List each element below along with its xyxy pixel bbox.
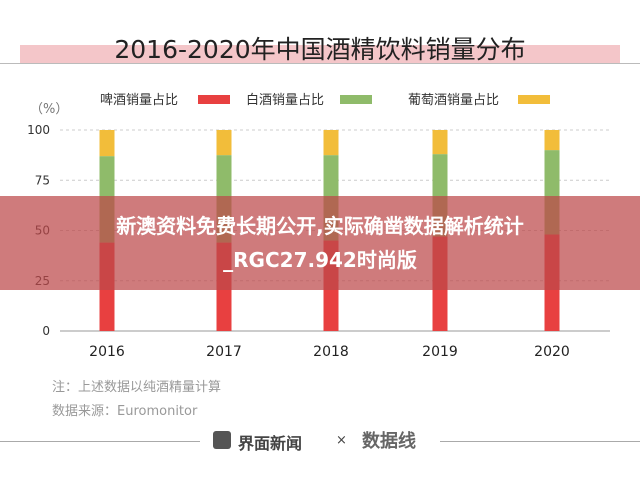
bar-segment <box>216 130 232 156</box>
chart-note: 注：上述数据以纯酒精量计算 <box>52 380 222 395</box>
jiemian-logo-icon <box>213 431 231 449</box>
legend-label: 啤酒销量占比 <box>100 93 178 108</box>
footer-divider-right <box>440 441 640 442</box>
y-tick-label: 75 <box>35 173 50 187</box>
x-tick-label: 2018 <box>313 344 349 360</box>
bar-segment <box>99 130 115 157</box>
bar-segment <box>323 130 339 156</box>
x-tick-label: 2019 <box>422 344 458 360</box>
x-tick-label: 2017 <box>206 344 242 360</box>
title-highlight <box>20 45 620 63</box>
title-divider <box>0 63 640 64</box>
y-axis-label: （%） <box>30 102 68 117</box>
legend-swatch <box>340 95 372 104</box>
brand-separator: × <box>336 433 347 448</box>
overlay-banner: 新澳资料免费长期公开,实际确凿数据解析统计_RGC27.942时尚版 <box>0 196 640 290</box>
chart-title: 2016-2020年中国酒精饮料销量分布 <box>114 35 526 64</box>
brand-jiemian: 界面新闻 <box>238 434 303 453</box>
x-tick-label: 2016 <box>89 344 125 360</box>
brand-shujuxian-logo: 数据线 <box>362 431 416 452</box>
x-tick-label: 2020 <box>534 344 570 360</box>
bar-segment <box>432 130 448 155</box>
legend-label: 葡萄酒销量占比 <box>408 93 499 108</box>
y-tick-label: 0 <box>42 324 50 338</box>
chart-source: 数据来源：Euromonitor <box>52 404 198 419</box>
legend-label: 白酒销量占比 <box>246 92 324 108</box>
y-tick-label: 100 <box>27 123 50 137</box>
legend-swatch <box>198 95 230 104</box>
banner-text: 新澳资料免费长期公开,实际确凿数据解析统计_RGC27.942时尚版 <box>116 214 524 272</box>
legend-swatch <box>518 95 550 104</box>
bar-segment <box>544 130 560 151</box>
footer-divider-left <box>0 441 200 442</box>
